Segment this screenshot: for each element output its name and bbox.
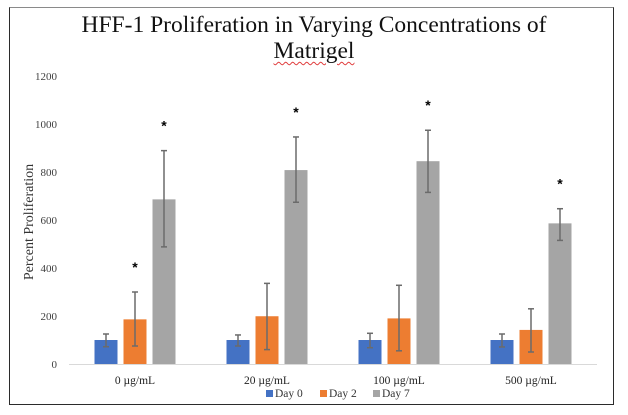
x-category-label: 0 µg/mL [115, 375, 155, 387]
chart-title: HFF-1 Proliferation in Varying Concentra… [0, 12, 628, 64]
y-tick-label: 0 [52, 359, 58, 371]
significance-marker: * [161, 118, 167, 134]
significance-marker: * [132, 259, 138, 275]
bar-day-0 [226, 340, 250, 364]
legend-label: Day 7 [382, 388, 410, 400]
y-tick-label: 800 [41, 167, 58, 179]
chart-title-line-1: HFF-1 Proliferation in Varying Concentra… [81, 12, 547, 38]
y-axis-title: Percent Proliferation [22, 164, 37, 280]
bar-day-7 [416, 161, 440, 364]
legend-swatch-day-7 [373, 390, 380, 397]
chart-title-line-2: Matrigel [273, 38, 355, 64]
legend-label: Day 2 [329, 388, 357, 400]
bar-day-0 [358, 340, 382, 364]
x-category-label: 500 µg/mL [505, 375, 557, 387]
legend-swatch-day-0 [266, 390, 273, 397]
significance-marker: * [425, 97, 431, 113]
y-tick-label: 1200 [35, 71, 58, 83]
significance-marker: * [557, 176, 563, 192]
x-category-label: 20 µg/mL [244, 375, 290, 387]
legend-label: Day 0 [275, 388, 303, 400]
y-tick-label: 400 [41, 263, 58, 275]
y-tick-label: 600 [41, 215, 58, 227]
x-category-label: 100 µg/mL [373, 375, 425, 387]
chart-frame [9, 7, 614, 405]
y-tick-label: 200 [41, 311, 58, 323]
bar-day-7 [284, 170, 308, 364]
bar-day-7 [152, 199, 176, 364]
significance-marker: * [293, 104, 299, 120]
y-tick-label: 1000 [35, 119, 58, 131]
legend-swatch-day-2 [320, 390, 327, 397]
bar-day-7 [548, 223, 572, 364]
bar-day-0 [94, 340, 118, 364]
bar-day-0 [490, 340, 514, 364]
